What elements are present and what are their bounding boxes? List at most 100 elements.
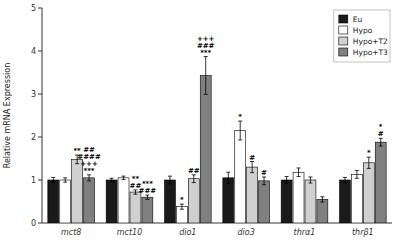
error-cap [238,140,242,141]
error-cap [250,172,254,173]
y-tick [38,8,42,9]
error-cap [308,176,312,177]
bar [340,180,351,223]
error-bar [343,177,347,182]
error-cap [343,182,347,183]
legend-label: Hypo [353,26,373,35]
y-tick [38,180,42,181]
error-bar [250,162,254,173]
error-cap [122,176,126,177]
error-cap [308,183,312,184]
bar [293,172,304,223]
error-cap [285,176,289,177]
error-cap [320,201,324,202]
annotation: +++ [80,160,98,168]
bar [223,178,234,223]
y-tick [38,51,42,52]
annotation: ** [132,175,140,183]
error-cap [133,194,137,195]
annotation: *** [84,167,95,175]
error-cap [379,146,383,147]
error-line [310,177,311,183]
error-line [169,176,170,184]
error-line [298,168,299,177]
error-bar [133,190,137,194]
bar [176,207,187,223]
legend-label: Hypo+T2 [353,37,388,46]
y-tick [38,94,42,95]
error-line [322,197,323,202]
error-line [380,138,381,146]
error-bar [204,57,208,95]
error-line [181,204,182,209]
y-axis-line [42,8,43,223]
chart: 012345Relative mRNA Expressionmct8mct10d… [0,0,400,243]
bar [165,180,176,223]
error-bar [168,176,172,184]
error-bar [180,204,184,209]
bars [48,57,386,223]
error-bar [367,157,371,168]
annotation: * [379,123,383,131]
x-tick-label: thrα1 [294,228,316,237]
bar [235,131,246,223]
error-line [356,171,357,179]
error-bar [192,175,196,183]
error-cap [87,180,91,181]
error-line [286,177,287,184]
error-cap [168,176,172,177]
error-cap [180,209,184,210]
annotation: *** [142,180,153,188]
error-bar [308,177,312,183]
error-bar [226,172,230,183]
bar [305,180,316,223]
error-bar [145,195,149,199]
error-bar [110,178,114,181]
annotation: *** [200,49,211,57]
error-cap [63,177,67,178]
bar [142,197,153,223]
error-line [123,176,124,179]
error-cap [145,199,149,200]
legend-swatch [339,15,348,23]
error-line [228,172,229,183]
annotation: # [249,154,255,162]
x-tick-label: dio1 [179,228,196,237]
error-bar [297,168,301,177]
bar [363,163,374,223]
legend-swatch [339,48,348,56]
error-line [240,121,241,140]
y-tick-label: 2 [31,133,36,142]
error-cap [110,178,114,179]
error-cap [226,172,230,173]
error-cap [51,182,55,183]
annotation: #### [77,153,101,161]
x-tick-label: dio3 [238,228,255,237]
error-line [264,177,265,185]
y-axis: 012345 [31,4,42,228]
bar [60,180,71,223]
error-cap [122,179,126,180]
error-bar [238,121,242,140]
error-line [89,175,90,181]
error-line [344,177,345,182]
error-cap [297,176,301,177]
error-cap [355,178,359,179]
error-cap [63,182,67,183]
legend-label: Eu [353,15,363,24]
legend-label: Hypo+T3 [353,48,388,57]
annotation: * [180,196,184,204]
bar [247,167,258,223]
y-axis-label: Relative mRNA Expression [3,63,12,169]
annotation: ## [188,167,200,175]
annotation: # [378,130,384,138]
x-tick-label: mct10 [117,228,143,237]
error-line [252,162,253,173]
legend-box [334,10,390,62]
bar [106,180,117,223]
error-line [205,57,206,95]
error-line [193,175,194,183]
error-cap [355,170,359,171]
error-bar [285,177,289,184]
error-cap [226,183,230,184]
